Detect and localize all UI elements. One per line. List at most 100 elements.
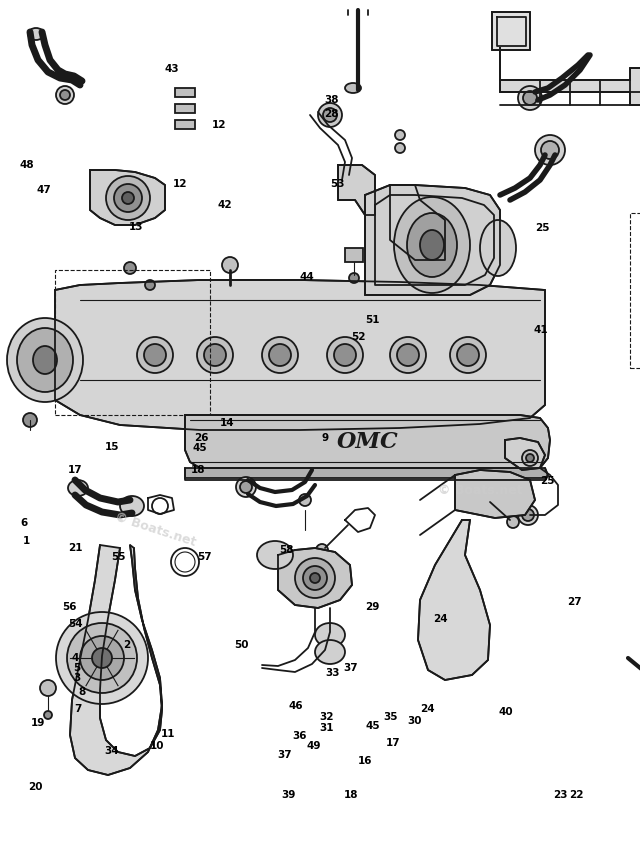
Polygon shape [338,165,375,215]
Circle shape [269,344,291,366]
Bar [175,88,195,97]
Ellipse shape [480,220,516,276]
Circle shape [56,612,148,704]
Text: 18: 18 [191,464,205,475]
Circle shape [124,262,136,274]
Text: © Boats.net: © Boats.net [113,511,197,549]
Circle shape [137,337,173,373]
Circle shape [114,184,142,212]
Circle shape [457,344,479,366]
Text: 7: 7 [74,704,82,714]
Text: 34: 34 [105,746,119,756]
Ellipse shape [420,230,444,260]
Text: 48: 48 [20,160,34,170]
Circle shape [236,477,256,497]
Ellipse shape [120,496,144,516]
Circle shape [240,481,252,493]
Circle shape [323,108,337,122]
Text: 38: 38 [324,95,339,105]
Circle shape [522,450,538,466]
Circle shape [262,337,298,373]
Text: 31: 31 [319,722,333,733]
Text: 28: 28 [324,109,339,119]
Circle shape [334,344,356,366]
Polygon shape [90,170,165,225]
Circle shape [327,337,363,373]
Ellipse shape [28,28,44,40]
Circle shape [395,130,405,140]
Ellipse shape [407,213,457,277]
Text: 36: 36 [292,731,307,741]
Text: 45: 45 [193,443,207,453]
Text: 24: 24 [420,704,435,714]
Circle shape [222,257,238,273]
Polygon shape [492,12,530,50]
Text: 32: 32 [319,712,333,722]
Text: 55: 55 [111,552,125,562]
Circle shape [145,280,155,290]
Circle shape [349,273,359,283]
Text: 54: 54 [68,619,83,629]
Circle shape [299,494,311,506]
Circle shape [106,176,150,220]
Ellipse shape [315,623,345,647]
Text: 1: 1 [23,536,31,547]
Text: 5: 5 [73,663,81,673]
Ellipse shape [257,541,293,569]
Circle shape [310,573,320,583]
Circle shape [60,90,70,100]
Bar [55,270,210,415]
Circle shape [395,143,405,153]
Text: 30: 30 [408,716,422,726]
Circle shape [390,337,426,373]
Text: 58: 58 [280,545,294,555]
Polygon shape [70,545,162,775]
Text: 9: 9 [321,433,329,443]
Polygon shape [55,280,545,430]
Text: 29: 29 [365,602,380,613]
Text: 19: 19 [31,718,45,728]
Text: 47: 47 [36,185,51,195]
Polygon shape [455,470,535,518]
Text: 17: 17 [68,464,83,475]
Text: 22: 22 [569,790,583,800]
Circle shape [526,454,534,462]
Text: 18: 18 [344,790,358,800]
Circle shape [522,509,534,521]
Text: 42: 42 [218,200,232,210]
Text: 50: 50 [235,640,249,650]
Ellipse shape [315,640,345,664]
Circle shape [92,648,112,668]
Polygon shape [390,185,445,260]
Circle shape [67,623,137,693]
Circle shape [44,711,52,719]
Bar [175,104,195,113]
Text: 14: 14 [220,418,234,428]
Text: 16: 16 [358,756,372,766]
Polygon shape [500,48,640,105]
Text: 25: 25 [536,223,550,233]
Ellipse shape [33,346,57,374]
Text: 45: 45 [365,721,380,731]
Polygon shape [185,415,550,468]
Ellipse shape [7,318,83,402]
Text: 26: 26 [195,433,209,443]
Text: 57: 57 [198,552,212,562]
Text: 43: 43 [164,64,179,74]
Text: 52: 52 [351,332,365,342]
Circle shape [40,680,56,696]
Text: 8: 8 [78,687,86,697]
Text: 4: 4 [72,653,79,663]
Text: 53: 53 [331,179,345,190]
Circle shape [56,86,74,104]
Text: 23: 23 [553,790,567,800]
Text: 3: 3 [73,673,81,684]
Circle shape [535,135,565,165]
Circle shape [518,86,542,110]
Text: OMC: OMC [337,431,399,453]
Circle shape [507,516,519,528]
Text: 56: 56 [62,602,76,613]
Circle shape [204,344,226,366]
Polygon shape [278,548,352,608]
Text: 25: 25 [540,475,554,486]
